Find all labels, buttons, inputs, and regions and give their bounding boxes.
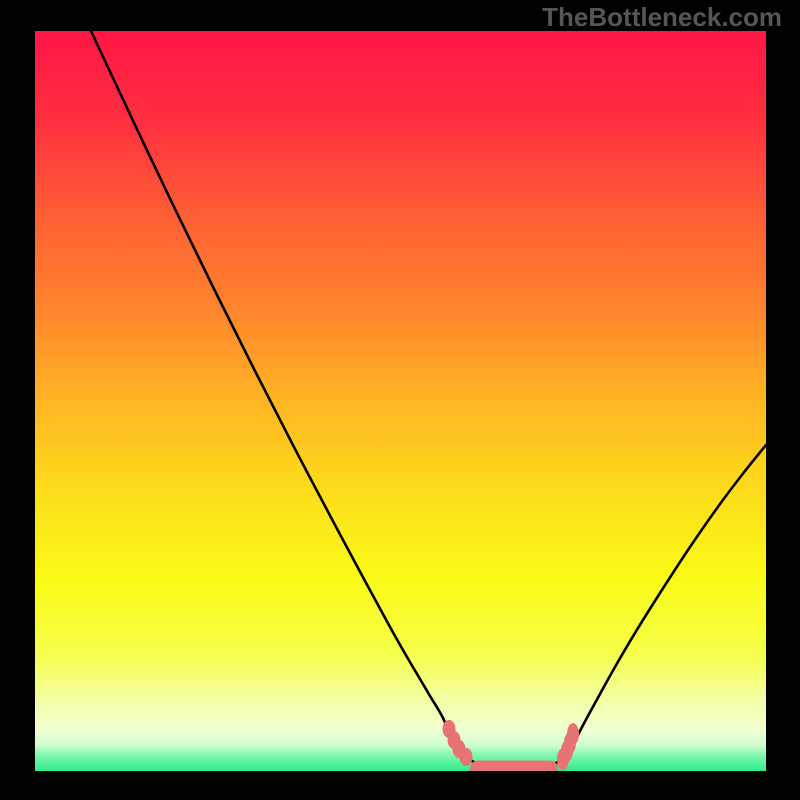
marker-left-3 bbox=[460, 748, 473, 766]
watermark-text: TheBottleneck.com bbox=[542, 2, 782, 33]
gradient-background bbox=[35, 31, 766, 771]
marker-band bbox=[470, 761, 558, 772]
marker-right-3 bbox=[567, 723, 579, 745]
plot-svg bbox=[35, 31, 766, 771]
plot-area bbox=[35, 31, 766, 771]
